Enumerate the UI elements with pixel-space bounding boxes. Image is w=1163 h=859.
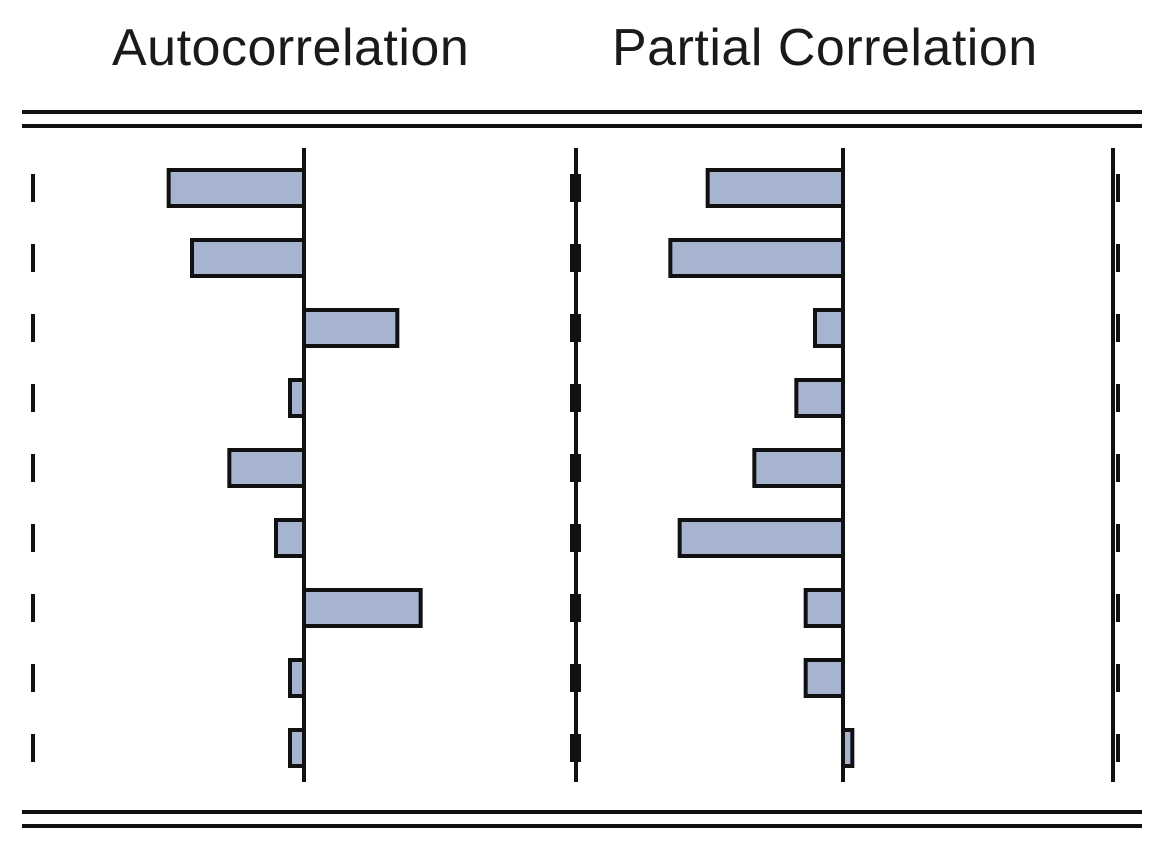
acf-bar-lag-2: [190, 238, 306, 278]
acf-bar-lag-7: [302, 588, 423, 628]
pacf-bar-lag-7: [803, 588, 846, 628]
pacf-bar-lag-4: [794, 378, 845, 418]
pacf-bar-lag-2: [668, 238, 845, 278]
pacf-bar-lag-5: [752, 448, 845, 488]
acf-header: Autocorrelation: [112, 19, 470, 77]
pacf-bar-lag-1: [705, 168, 846, 208]
acf-bar-lag-1: [166, 168, 306, 208]
rules: [22, 110, 1142, 828]
pacf-bar-lag-8: [803, 658, 846, 698]
acf-bar-lag-5: [227, 448, 306, 488]
pacf-bar-lag-6: [677, 518, 846, 558]
pacf-panel: [570, 148, 1120, 782]
acf-bar-lag-8: [288, 658, 306, 698]
acf-bar-lag-9: [288, 728, 306, 768]
acf-bar-lag-3: [302, 308, 400, 348]
pacf-bar-lag-3: [813, 308, 845, 348]
acf-panel: [31, 148, 581, 782]
pacf-header: Partial Correlation: [612, 19, 1038, 77]
acf-bar-lag-4: [288, 378, 306, 418]
acf-bar-lag-6: [274, 518, 306, 558]
